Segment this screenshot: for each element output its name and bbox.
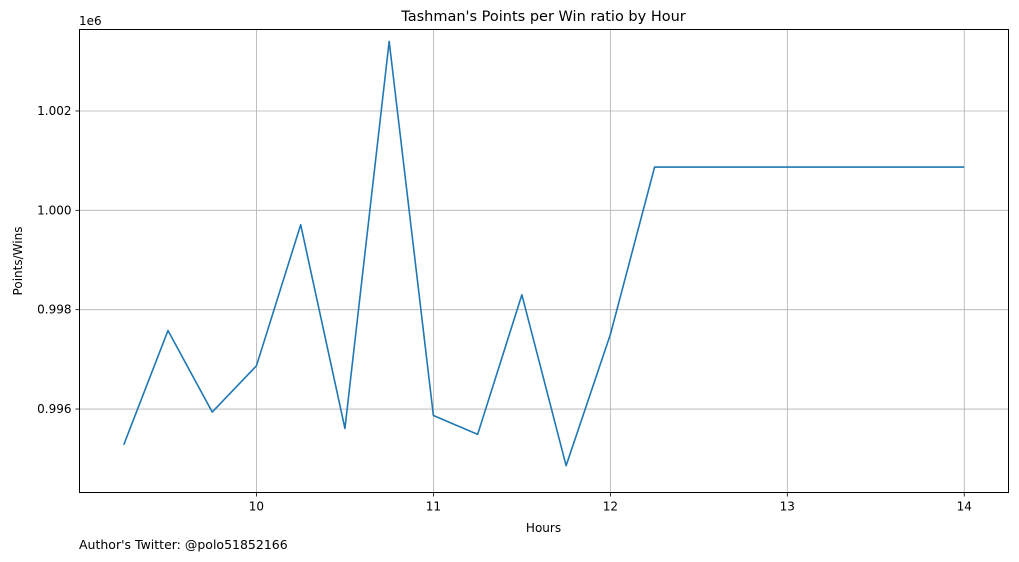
x-tick-label: 14 (957, 500, 972, 514)
author-twitter-note: Author's Twitter: @polo51852166 (79, 537, 288, 552)
series-layer (122, 40, 965, 467)
ticks: 10 11 12 13 14 0.996 0.998 1.000 1.002 (37, 104, 972, 514)
x-tick-label: 11 (426, 500, 441, 514)
plot-frame (79, 29, 1009, 493)
grid (79, 29, 1009, 493)
y-offset-label: 1e6 (79, 14, 102, 28)
chart-title: Tashman's Points per Win ratio by Hour (400, 9, 686, 25)
x-tick-label: 12 (603, 500, 618, 514)
y-tick-label: 0.998 (37, 303, 71, 317)
y-tick-label: 1.002 (37, 104, 71, 118)
series-line (122, 40, 965, 467)
x-tick-label: 13 (780, 500, 795, 514)
y-tick-label: 0.996 (37, 402, 71, 416)
x-tick-label: 10 (249, 500, 264, 514)
y-axis-title: Points/Wins (11, 227, 25, 296)
y-tick-label: 1.000 (37, 203, 71, 217)
x-axis-title: Hours (526, 521, 561, 535)
